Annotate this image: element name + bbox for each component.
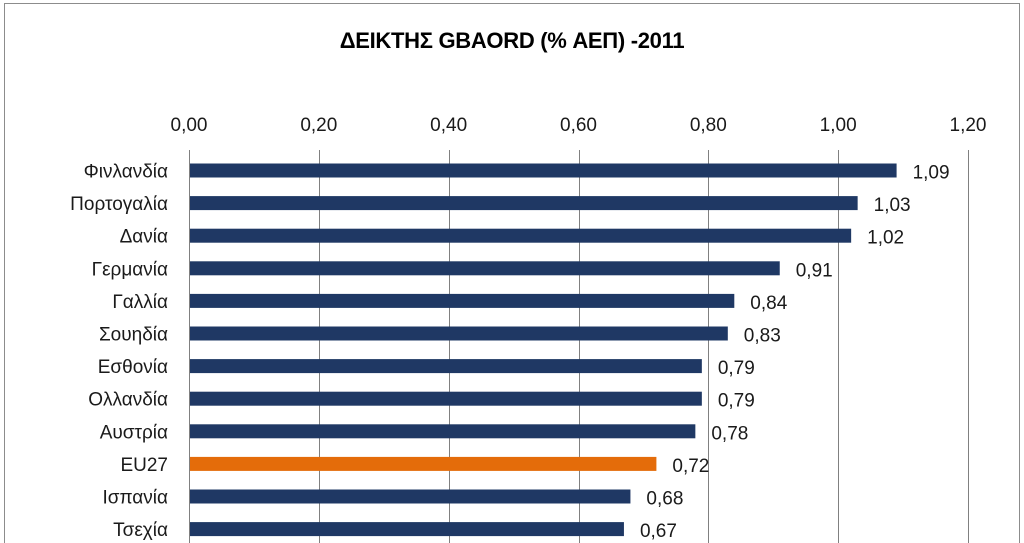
category-label: Αυστρία bbox=[100, 422, 168, 443]
bar-3 bbox=[190, 228, 852, 243]
category-label: Εσθονία bbox=[98, 357, 168, 378]
data-label: 1,09 bbox=[913, 163, 950, 184]
data-label: 0,67 bbox=[640, 521, 677, 542]
data-label: 1,03 bbox=[874, 195, 911, 216]
category-label: Πορτογαλία bbox=[70, 194, 168, 215]
x-tick-label: 0,40 bbox=[430, 115, 467, 136]
x-tick-label: 0,60 bbox=[560, 115, 597, 136]
chart-title: ΔΕΙΚΤΗΣ GBAORD (% ΑΕΠ) -2011 bbox=[339, 28, 685, 53]
category-label: EU27 bbox=[120, 455, 168, 476]
bar-2 bbox=[190, 196, 858, 211]
x-tick-label: 0,20 bbox=[300, 115, 337, 136]
data-label: 0,79 bbox=[718, 358, 755, 379]
data-label: 0,83 bbox=[744, 326, 781, 347]
bar-11 bbox=[190, 489, 631, 504]
data-label: 0,79 bbox=[718, 391, 755, 412]
bar-8 bbox=[190, 391, 702, 406]
category-label: Ολλανδία bbox=[88, 390, 168, 411]
bar-10 bbox=[190, 456, 657, 471]
category-label: Γαλλία bbox=[112, 292, 168, 313]
category-label: Φινλανδία bbox=[84, 162, 168, 183]
bar-1 bbox=[190, 163, 897, 178]
x-tick-label: 1,20 bbox=[950, 115, 987, 136]
bar-12 bbox=[190, 522, 624, 537]
data-label: 0,72 bbox=[672, 456, 709, 477]
category-label: Τσεχία bbox=[113, 520, 168, 541]
category-label: Γερμανία bbox=[92, 259, 168, 280]
x-tick-label: 1,00 bbox=[820, 115, 857, 136]
category-label: Δανία bbox=[120, 227, 168, 248]
data-label: 0,68 bbox=[646, 489, 683, 510]
bar-5 bbox=[190, 293, 735, 308]
data-label: 0,84 bbox=[750, 293, 787, 314]
data-label: 0,78 bbox=[711, 423, 748, 444]
bar-4 bbox=[190, 261, 780, 276]
x-tick-label: 0,80 bbox=[690, 115, 727, 136]
category-label: Ισπανία bbox=[102, 488, 168, 509]
x-tick-label: 0,00 bbox=[171, 115, 208, 136]
bar-7 bbox=[190, 359, 702, 374]
bar-6 bbox=[190, 326, 728, 341]
category-label: Σουηδία bbox=[99, 325, 168, 346]
bar-9 bbox=[190, 424, 696, 439]
data-label: 1,02 bbox=[867, 228, 904, 249]
data-label: 0,91 bbox=[796, 260, 833, 281]
